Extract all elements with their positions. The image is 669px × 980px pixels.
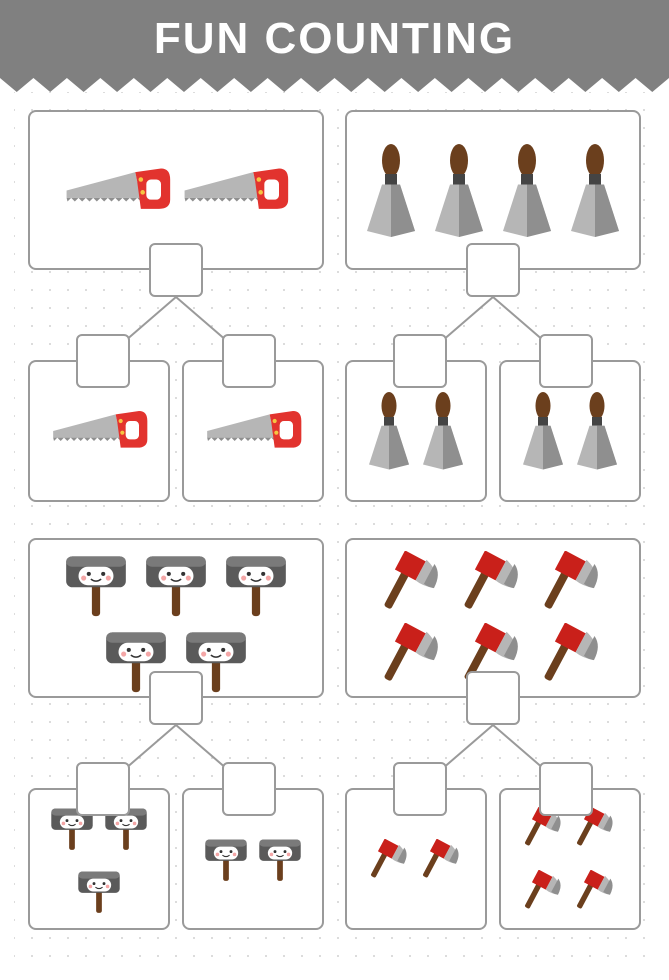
mallet-icon [220,550,292,618]
answer-box-bottom-right[interactable] [539,334,593,388]
axe-icon [537,551,609,612]
answer-box-bottom-right[interactable] [539,762,593,816]
saw-icon [180,163,290,218]
scraper-icon [518,392,568,470]
worksheet-grid [28,110,641,938]
saw-icon [62,163,172,218]
answer-box-top[interactable] [149,243,203,297]
mallet-icon [255,835,305,883]
scraper-icon [361,144,421,237]
scraper-icon [572,392,622,470]
saw-icon [49,406,149,456]
mallet-icon [201,835,251,883]
scraper-icon [565,144,625,237]
axe-icon [457,551,529,612]
axe-icon [418,839,466,880]
answer-box-bottom-left[interactable] [76,762,130,816]
counting-group-saw [28,110,324,510]
answer-box-top[interactable] [466,671,520,725]
axe-icon [572,870,620,911]
axe-icon [366,839,414,880]
axe-icon [377,623,449,684]
header-bar: FUN COUNTING [0,0,669,78]
answer-box-bottom-left[interactable] [76,334,130,388]
mallet-icon [140,550,212,618]
header-zigzag [0,78,669,92]
scraper-icon [429,144,489,237]
answer-box-bottom-right[interactable] [222,334,276,388]
saw-icon [203,406,303,456]
counting-group-axe [345,538,641,938]
axe-icon [377,551,449,612]
answer-box-bottom-right[interactable] [222,762,276,816]
answer-box-top[interactable] [149,671,203,725]
scraper-icon [497,144,557,237]
mallet-icon [74,867,124,915]
answer-box-top[interactable] [466,243,520,297]
axe-icon [520,870,568,911]
answer-box-bottom-left[interactable] [393,334,447,388]
mallet-icon [60,550,132,618]
answer-box-bottom-left[interactable] [393,762,447,816]
scraper-icon [364,392,414,470]
scraper-icon [418,392,468,470]
page-title: FUN COUNTING [154,14,515,64]
counting-group-mallet [28,538,324,938]
axe-icon [537,623,609,684]
counting-group-scraper [345,110,641,510]
